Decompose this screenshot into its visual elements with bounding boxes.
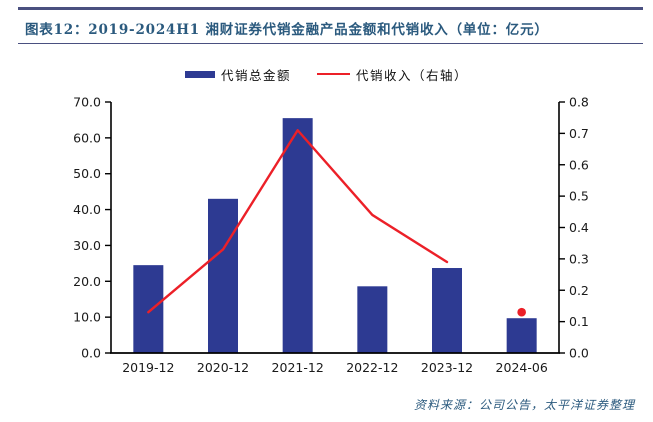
bar-2023-12	[432, 268, 462, 353]
right-axis-tick-label: 0.5	[569, 189, 589, 204]
left-axis-tick-label: 70.0	[73, 95, 101, 110]
commission-income-marker	[517, 307, 526, 317]
legend-label: 代销总金额	[220, 67, 291, 83]
right-axis-tick-label: 0.3	[569, 251, 589, 266]
bar-2020-12	[208, 198, 238, 353]
left-axis-tick-label: 50.0	[73, 166, 101, 181]
right-axis-tick-label: 0.1	[569, 314, 589, 329]
top-border-rule	[18, 7, 643, 10]
right-axis-tick-label: 0.2	[569, 283, 589, 298]
x-axis-label: 2024-06	[496, 360, 548, 375]
right-axis-tick-label: 0.7	[569, 126, 589, 141]
left-axis-tick-label: 10.0	[73, 310, 101, 325]
left-axis-tick-label: 30.0	[73, 238, 101, 253]
x-axis-label: 2022-12	[346, 360, 398, 375]
x-axis-label: 2020-12	[197, 360, 249, 375]
bar-2019-12	[133, 265, 164, 353]
bar-series-swatch-icon	[184, 70, 215, 78]
source-note: 资料来源：公司公告，太平洋证券整理	[413, 398, 635, 412]
commission-income-line	[147, 129, 449, 314]
left-axis-tick-label: 60.0	[73, 130, 101, 145]
left-axis-tick-label: 20.0	[73, 274, 101, 289]
bar-2021-12	[282, 118, 313, 353]
figure-title: 图表12：2019-2024H1 湘财证券代销金融产品金额和代销收入（单位：亿元…	[25, 22, 549, 38]
x-axis-label: 2023-12	[421, 360, 473, 375]
right-axis-tick-label: 0.8	[569, 95, 589, 110]
x-axis-label: 2019-12	[122, 360, 174, 375]
x-axis-label: 2021-12	[272, 360, 324, 375]
right-axis-tick-label: 0.0	[569, 346, 589, 361]
bar-2024-06	[506, 318, 537, 353]
line-series-swatch-icon	[317, 72, 350, 76]
left-axis-tick-label: 0.0	[81, 346, 101, 361]
right-axis-tick-label: 0.4	[569, 220, 589, 235]
title-divider-rule	[18, 43, 643, 45]
legend-label: 代销收入（右轴）	[356, 67, 469, 83]
right-axis-tick-label: 0.6	[569, 157, 589, 172]
left-axis-tick-label: 40.0	[73, 202, 101, 217]
bar-2022-12	[357, 286, 388, 353]
legend-item-line-series: 代销收入（右轴）	[317, 65, 468, 84]
legend-item-bar-series: 代销总金额	[184, 65, 291, 84]
chart-legend: 代销总金额 代销收入（右轴）	[0, 64, 653, 84]
